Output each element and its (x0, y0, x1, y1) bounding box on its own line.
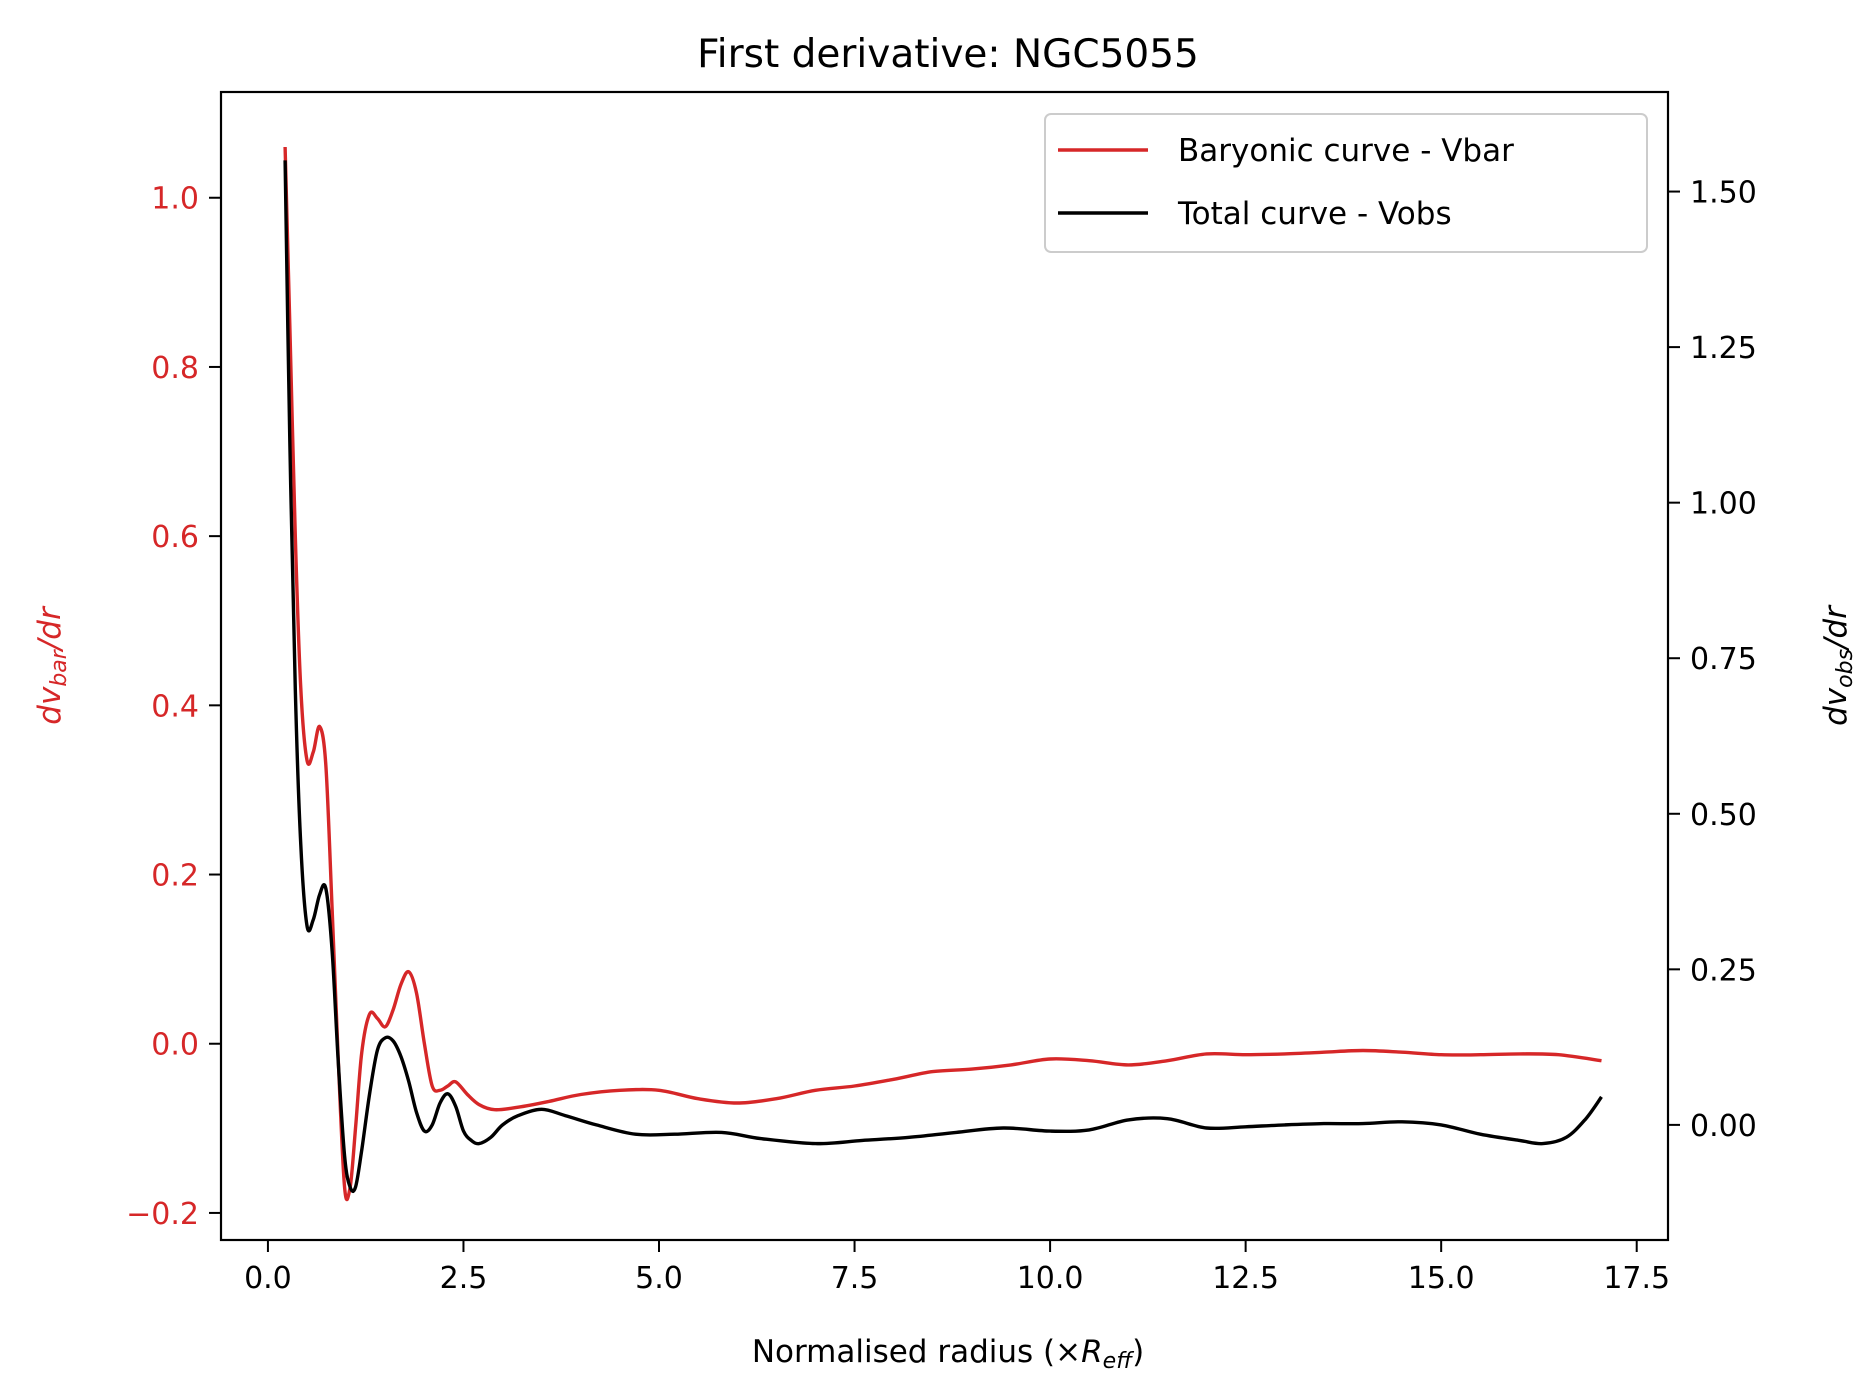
legend-label-total: Total curve - Vobs (1177, 196, 1452, 232)
right-y-axis-label-sub: obs (1833, 649, 1858, 688)
plot-frame (219, 90, 1670, 1242)
x-tick-label: 15.0 (1408, 1261, 1475, 1296)
x-tick-label: 0.0 (244, 1261, 292, 1296)
right-y-axis-label-suffix: /dr (1818, 604, 1854, 652)
x-axis-ticks: 0.0 2.5 5.0 7.5 10.0 12.5 15.0 17.5 (244, 1240, 1670, 1296)
left-y-axis-label-suffix: /dr (32, 605, 68, 653)
chart-title: First derivative: NGC5055 (697, 32, 1199, 77)
left-y-tick-label: 1.0 (151, 182, 199, 217)
series-line-baryonic (283, 146, 1602, 1202)
x-axis-label-var: R (1081, 1334, 1103, 1370)
legend: Baryonic curve - Vbar Total curve - Vobs (1044, 113, 1648, 253)
left-y-axis-label-sub: bar (47, 648, 72, 686)
right-y-tick-label: 0.00 (1690, 1109, 1757, 1144)
right-y-tick-label: 1.25 (1690, 331, 1757, 366)
left-y-tick-label: 0.2 (151, 859, 199, 894)
left-y-tick-label: 0.0 (151, 1028, 199, 1063)
right-y-tick-label: 0.50 (1690, 798, 1757, 833)
x-axis-label-suffix: ) (1132, 1334, 1144, 1370)
x-tick-label: 2.5 (440, 1261, 488, 1296)
x-tick-label: 5.0 (635, 1261, 683, 1296)
series-line-total (283, 160, 1603, 1194)
left-y-axis-ticks: −0.2 0.0 0.2 0.4 0.6 0.8 1.0 (126, 182, 221, 1232)
x-tick-label: 12.5 (1212, 1261, 1279, 1296)
right-y-axis-label: dvobs/dr (1818, 604, 1858, 726)
left-y-tick-label: 0.8 (151, 351, 199, 386)
left-y-tick-label: 0.4 (151, 689, 199, 724)
left-y-axis-label: dvbar/dr (32, 605, 72, 725)
x-tick-label: 17.5 (1603, 1261, 1670, 1296)
left-y-tick-label: 0.6 (151, 520, 199, 555)
legend-box (1044, 113, 1648, 253)
right-y-tick-label: 0.25 (1690, 953, 1757, 988)
right-y-tick-label: 0.75 (1690, 642, 1757, 677)
left-y-axis-label-var: dv (32, 686, 68, 725)
right-y-tick-label: 1.50 (1690, 176, 1757, 211)
x-tick-label: 7.5 (831, 1261, 879, 1296)
legend-label-baryonic: Baryonic curve - Vbar (1178, 133, 1514, 169)
right-y-axis-label-var: dv (1818, 687, 1854, 726)
x-axis-label-sub: eff (1103, 1349, 1135, 1374)
left-y-tick-label: −0.2 (126, 1197, 199, 1232)
x-tick-label: 10.0 (1017, 1261, 1084, 1296)
right-y-tick-label: 1.00 (1690, 487, 1757, 522)
x-axis-label-prefix: Normalised radius (× (752, 1334, 1081, 1370)
right-y-axis-ticks: 0.00 0.25 0.50 0.75 1.00 1.25 1.50 (1668, 176, 1757, 1144)
plot-lines (283, 146, 1603, 1202)
x-axis-label: Normalised radius (×Reff) (752, 1334, 1144, 1374)
